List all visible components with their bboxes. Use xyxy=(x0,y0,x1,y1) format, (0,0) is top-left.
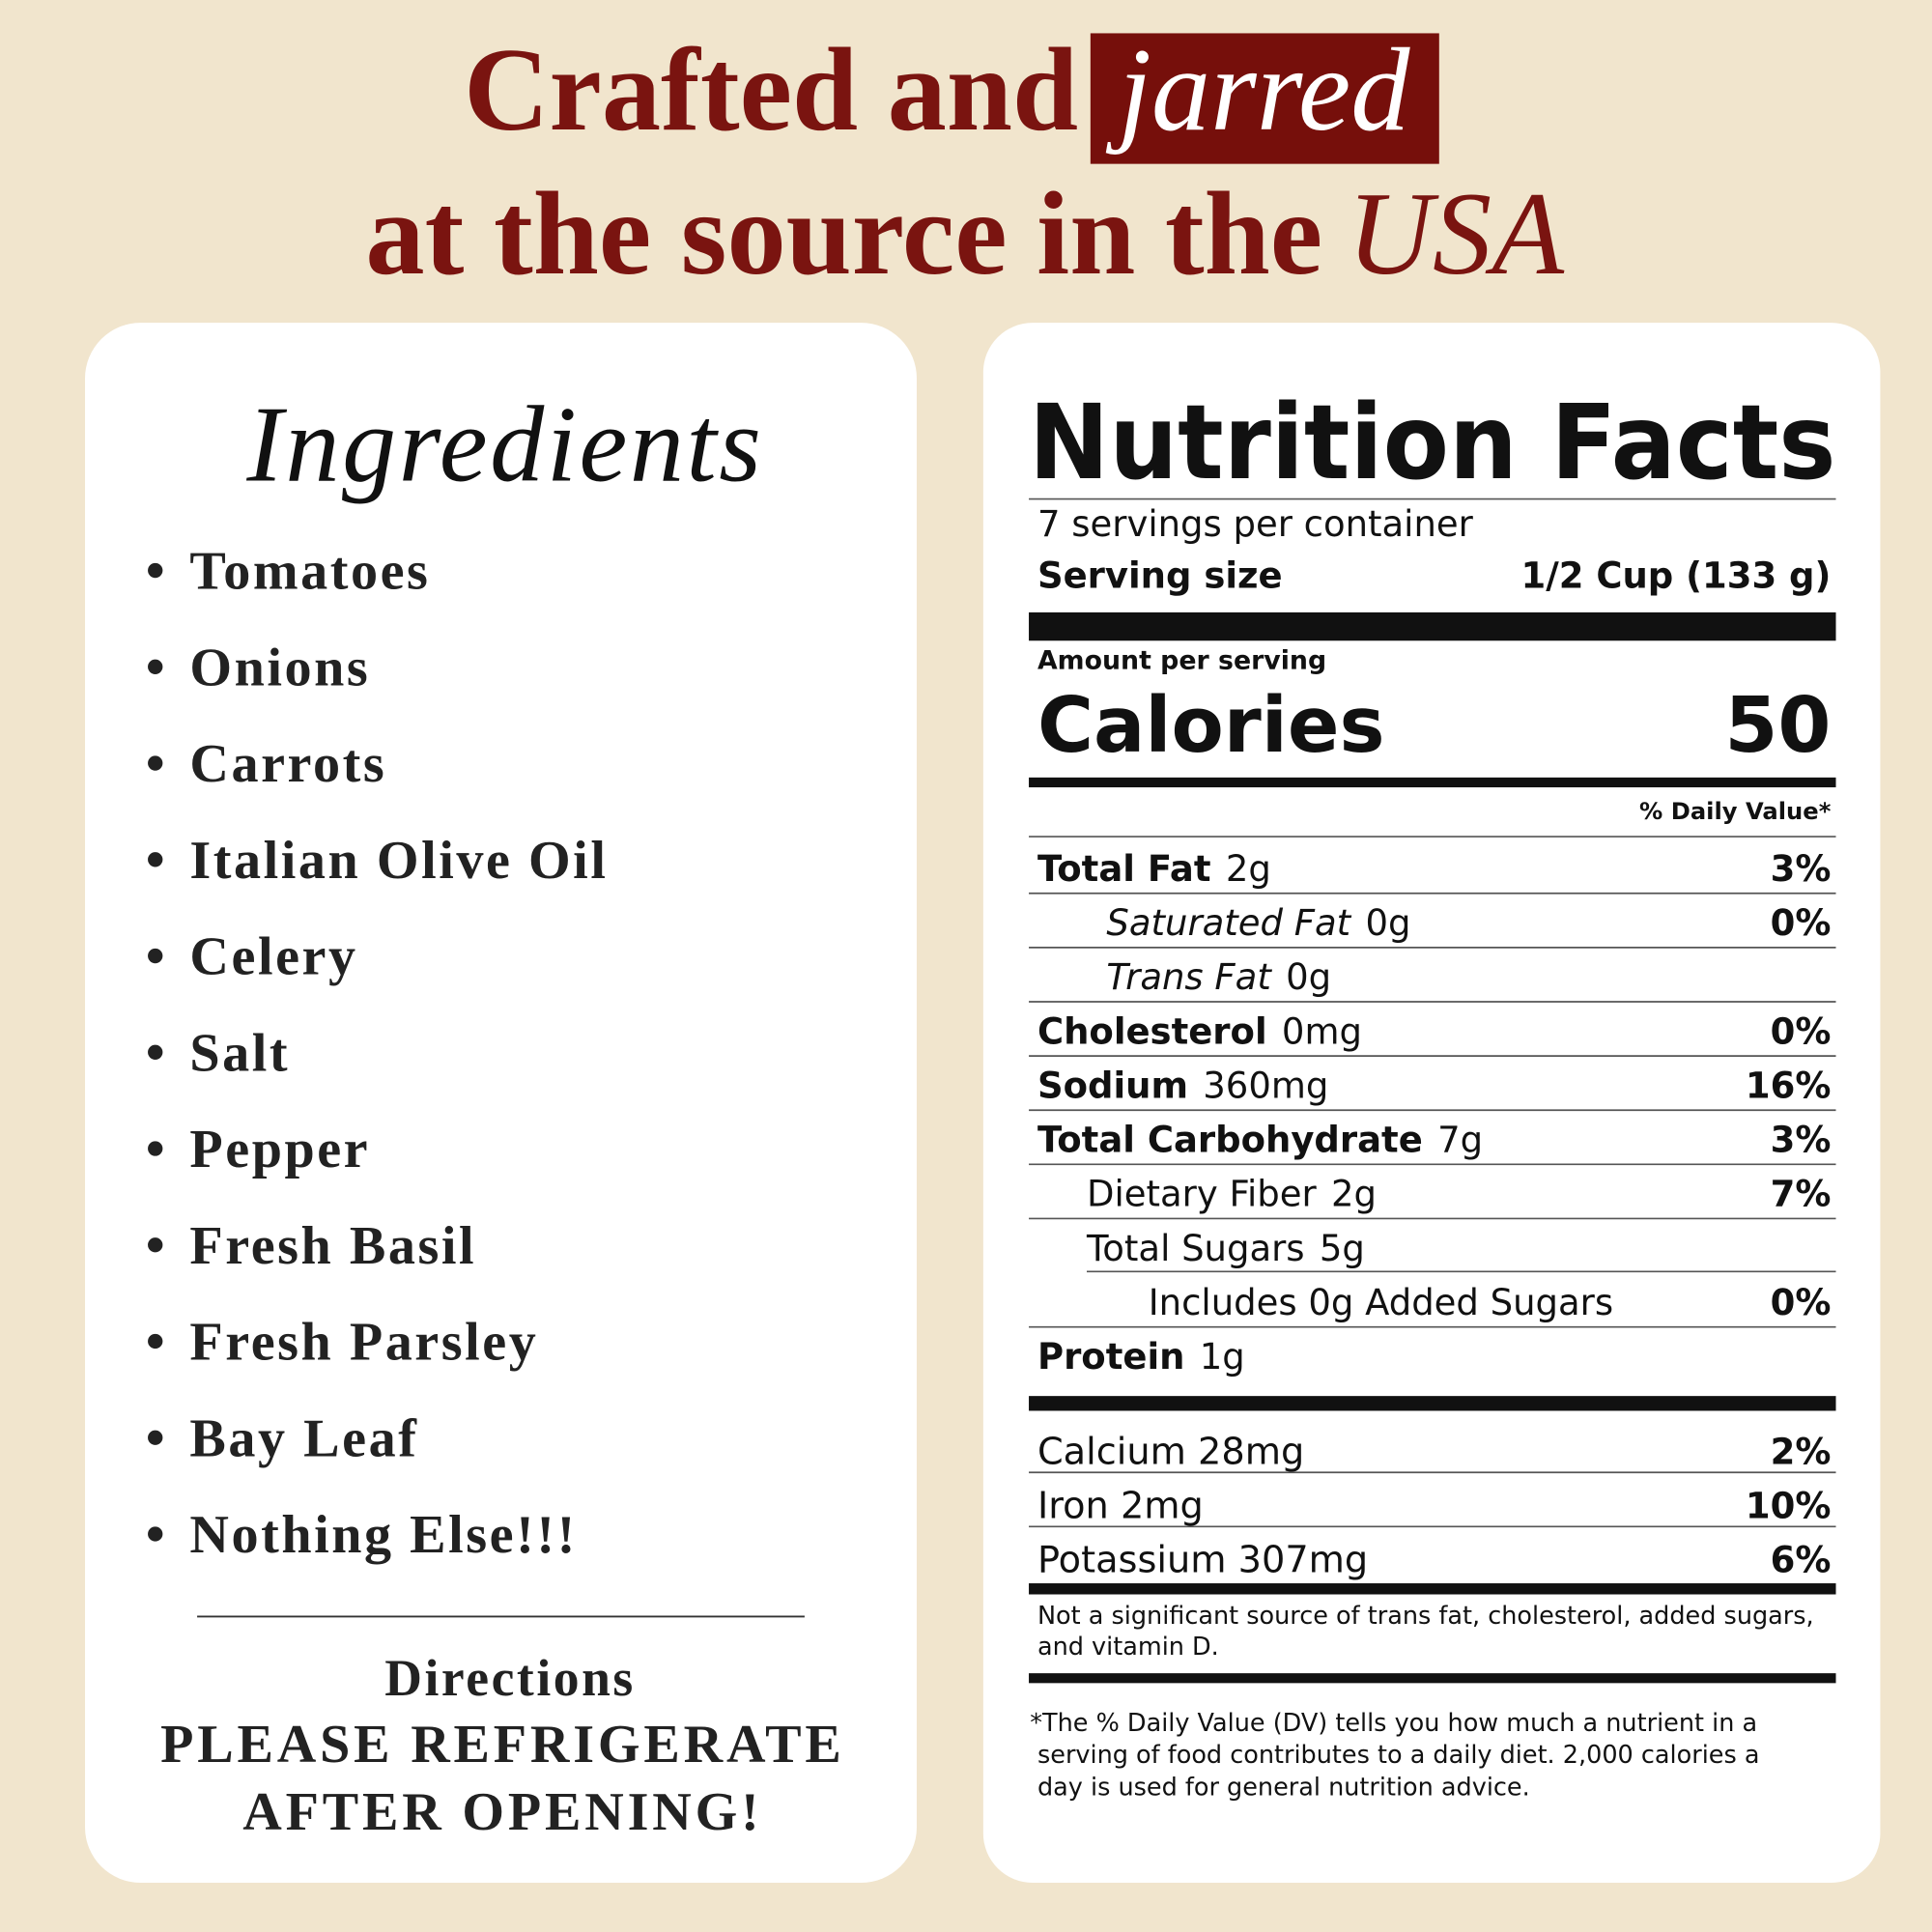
nutrient-amount: 2g xyxy=(1226,848,1271,890)
calories: 50 xyxy=(1724,681,1831,770)
nutrient-row: Protein 1g xyxy=(1037,1336,1245,1378)
nutrient-amount: 0g xyxy=(1286,956,1331,998)
nutrient-name: Protein xyxy=(1037,1336,1184,1378)
rule xyxy=(1029,1583,1836,1595)
vitamin-name: Iron 2mg xyxy=(1037,1484,1204,1527)
nutrition-panel xyxy=(982,323,1881,1883)
bullet xyxy=(148,948,163,964)
nutrient-dv: 16% xyxy=(1746,1065,1832,1106)
ingredient-list: Tomatoes Onions Carrots Italian Olive Oil Ce… xyxy=(148,542,845,1842)
nutrient-dv: 3% xyxy=(1771,848,1832,890)
servings: 7 servings per container xyxy=(1037,503,1474,545)
footnote: day is used for general nutrition advice… xyxy=(1037,1773,1530,1802)
vitamin-dv: 6% xyxy=(1771,1540,1832,1581)
ingredients-panel xyxy=(85,323,917,1883)
vitamin-dv: 10% xyxy=(1746,1485,1832,1526)
serving-size: 1/2 Cup (133 g) xyxy=(1521,554,1832,596)
bullet xyxy=(148,659,163,674)
ingredient: Pepper xyxy=(189,1120,370,1179)
bullet xyxy=(148,1237,163,1253)
directions-line: PLEASE REFRIGERATE xyxy=(160,1715,845,1775)
nutrient-row: Includes 0g Added Sugars xyxy=(1149,1282,1613,1323)
ingredient: Onions xyxy=(189,638,370,697)
nutrient-name: Trans Fat xyxy=(1106,956,1272,998)
vitamin-name: Potassium 307mg xyxy=(1037,1539,1368,1582)
rule xyxy=(1029,611,1836,641)
nutrition-title: Nutrition Facts xyxy=(1029,384,1835,503)
vitamin-dv: 2% xyxy=(1771,1431,1832,1472)
headline-1: Crafted and xyxy=(464,25,1078,156)
footnote: Not a significant source of trans fat, c… xyxy=(1037,1602,1814,1631)
nutrient-row: Saturated Fat 0g xyxy=(1106,902,1410,944)
highlight-text: jarred xyxy=(1105,25,1410,156)
rule xyxy=(1029,1673,1836,1684)
rule xyxy=(1029,777,1836,788)
nutrient-amount: 5g xyxy=(1320,1228,1365,1269)
amount-per-serving: Amount per serving xyxy=(1037,646,1326,676)
nutrient-row: Cholesterol 0mg xyxy=(1037,1010,1362,1052)
bullet xyxy=(148,1141,163,1156)
headline-2: at the source in the USA xyxy=(365,169,1565,299)
nutrient-dv: 0% xyxy=(1771,1282,1832,1323)
bullet xyxy=(148,1430,163,1445)
nutrient-dv: 7% xyxy=(1771,1174,1832,1215)
rule xyxy=(1029,1396,1836,1411)
bullet xyxy=(148,1044,163,1060)
serving-size-label: Serving size xyxy=(1037,554,1283,596)
bullet xyxy=(148,562,163,579)
directions-line: AFTER OPENING! xyxy=(242,1782,762,1842)
nutrient-row: Dietary Fiber 2g xyxy=(1087,1174,1377,1215)
nutrient-row: Sodium 360mg xyxy=(1037,1065,1328,1106)
nutrient-name: Total Sugars xyxy=(1086,1228,1305,1269)
nutrient-row: Total Fat 2g xyxy=(1037,848,1271,890)
highlight-box xyxy=(1090,33,1439,164)
nutrient-amount: 0g xyxy=(1365,902,1410,944)
ingredient: Tomatoes xyxy=(189,542,430,602)
ingredient: Fresh Parsley xyxy=(189,1313,538,1373)
ingredients-title: Ingredients xyxy=(245,384,763,504)
ingredient: Nothing Else!!! xyxy=(189,1505,577,1565)
vitamin-name: Calcium 28mg xyxy=(1037,1430,1304,1473)
nutrient-row: Trans Fat 0g xyxy=(1106,956,1331,998)
nutrient-name: Total Carbohydrate xyxy=(1037,1120,1423,1161)
nutrient-amount: 360mg xyxy=(1203,1065,1328,1106)
ingredient: Celery xyxy=(189,927,357,987)
bullet xyxy=(148,852,163,867)
nutrient-amount: 2g xyxy=(1331,1174,1377,1215)
ingredient: Carrots xyxy=(189,734,386,794)
nutrient-row: Total Sugars 5g xyxy=(1086,1228,1365,1269)
ingredient: Salt xyxy=(189,1023,290,1083)
ingredient: Bay Leaf xyxy=(189,1408,418,1468)
directions-title: Directions xyxy=(384,1649,636,1707)
footnote: and vitamin D. xyxy=(1037,1633,1219,1662)
bullet xyxy=(148,755,163,771)
nutrient-row: Total Carbohydrate 7g xyxy=(1037,1120,1483,1161)
headline-2-text: at the source in the xyxy=(365,169,1322,299)
calories-label: Calories xyxy=(1037,681,1385,770)
nutrient-amount: 7g xyxy=(1437,1120,1483,1161)
bullet xyxy=(148,1333,163,1350)
nutrient-dv: 3% xyxy=(1771,1120,1832,1161)
nutrient-name: Total Fat xyxy=(1037,848,1211,890)
ingredient: Fresh Basil xyxy=(189,1216,476,1276)
bullet xyxy=(148,1526,163,1542)
nutrient-dv: 0% xyxy=(1771,1010,1832,1052)
ingredient: Italian Olive Oil xyxy=(189,831,608,891)
dv-header: % Daily Value* xyxy=(1639,798,1832,825)
footnote: *The % Daily Value (DV) tells you how mu… xyxy=(1030,1709,1757,1738)
headline-2-italic: USA xyxy=(1348,169,1566,299)
nutrient-dv: 0% xyxy=(1771,902,1832,944)
footnote: serving of food contributes to a daily d… xyxy=(1037,1741,1760,1770)
nutrient-name: Saturated Fat xyxy=(1106,902,1351,944)
nutrient-name: Cholesterol xyxy=(1037,1010,1267,1052)
nutrient-amount: 0mg xyxy=(1282,1010,1362,1052)
nutrient-name: Dietary Fiber xyxy=(1087,1174,1318,1215)
nutrient-name: Includes 0g Added Sugars xyxy=(1149,1282,1613,1323)
nutrient-name: Sodium xyxy=(1037,1065,1188,1106)
nutrient-amount: 1g xyxy=(1200,1336,1245,1378)
